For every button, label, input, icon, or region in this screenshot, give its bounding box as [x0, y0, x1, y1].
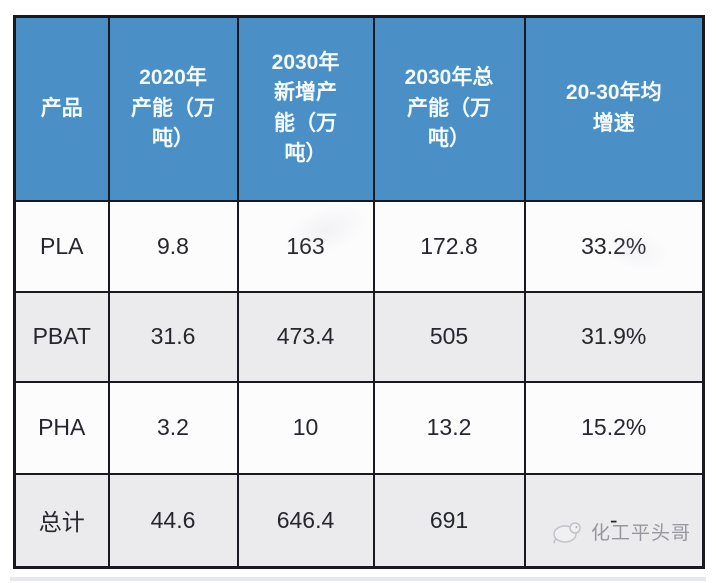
table-row-pha: PHA 3.2 10 13.2 15.2%	[13, 380, 705, 475]
row-label-pha: PHA	[13, 380, 110, 475]
table-row-pbat: PBAT 31.6 473.4 505 31.9%	[13, 290, 705, 383]
cell-total-added-2030: 646.4	[236, 472, 375, 569]
cell-total-cagr: -	[523, 472, 705, 569]
cell-total-total-2030: 691	[372, 472, 526, 569]
cell-pha-added-2030: 10	[236, 380, 375, 475]
table-row-total: 总计 44.6 646.4 691 -	[13, 472, 705, 569]
table-header-row: 产品 2020年 产能（万 吨） 2030年 新增产 能（万 吨） 2030年总…	[13, 15, 705, 202]
cell-total-capacity-2020: 44.6	[107, 472, 239, 569]
cell-pla-capacity-2020: 9.8	[107, 199, 239, 293]
cell-pla-added-2030: 163	[236, 199, 375, 293]
cell-pbat-capacity-2020: 31.6	[107, 290, 239, 383]
cell-pha-cagr: 15.2%	[523, 380, 705, 475]
cell-pla-cagr: 33.2%	[523, 199, 705, 293]
capacity-table: 产品 2020年 产能（万 吨） 2030年 新增产 能（万 吨） 2030年总…	[13, 15, 705, 569]
cell-pbat-cagr: 31.9%	[523, 290, 705, 383]
cell-pha-total-2030: 13.2	[372, 380, 526, 475]
header-cell-product: 产品	[13, 15, 110, 202]
row-label-pla: PLA	[13, 199, 110, 293]
cell-pla-total-2030: 172.8	[372, 199, 526, 293]
header-cell-added-2030: 2030年 新增产 能（万 吨）	[236, 15, 375, 202]
table-row-pla: PLA 9.8 163 172.8 33.2%	[13, 199, 705, 293]
header-cell-capacity-2020: 2020年 产能（万 吨）	[107, 15, 239, 202]
header-cell-cagr: 20-30年均 增速	[523, 15, 705, 202]
bottom-edge-strip	[10, 577, 706, 581]
header-cell-total-2030: 2030年总 产能（万 吨）	[372, 15, 526, 202]
row-label-total: 总计	[13, 472, 110, 569]
cell-pha-capacity-2020: 3.2	[107, 380, 239, 475]
cell-pbat-added-2030: 473.4	[236, 290, 375, 383]
cell-pbat-total-2030: 505	[372, 290, 526, 383]
row-label-pbat: PBAT	[13, 290, 110, 383]
